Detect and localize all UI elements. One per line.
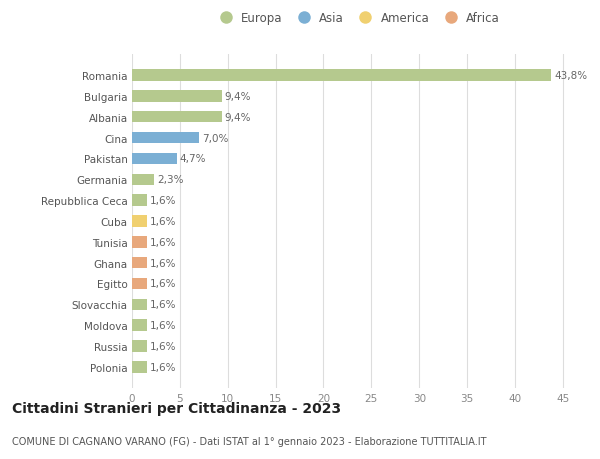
Bar [132,278,148,290]
Bar [132,216,148,227]
Bar [132,341,148,352]
Legend: Europa, Asia, America, Africa: Europa, Asia, America, Africa [209,8,505,30]
Text: 7,0%: 7,0% [202,133,228,143]
Text: 1,6%: 1,6% [150,217,176,226]
Bar [132,153,177,165]
Text: 4,7%: 4,7% [180,154,206,164]
Text: 1,6%: 1,6% [150,196,176,206]
Bar [132,195,148,207]
Text: 43,8%: 43,8% [554,71,587,81]
Bar [132,320,148,331]
Text: 9,4%: 9,4% [225,112,251,123]
Text: 1,6%: 1,6% [150,341,176,351]
Bar [132,112,222,123]
Text: 1,6%: 1,6% [150,300,176,310]
Text: 1,6%: 1,6% [150,237,176,247]
Text: 1,6%: 1,6% [150,362,176,372]
Text: 9,4%: 9,4% [225,92,251,102]
Bar [132,91,222,102]
Bar [132,236,148,248]
Text: Cittadini Stranieri per Cittadinanza - 2023: Cittadini Stranieri per Cittadinanza - 2… [12,402,341,415]
Text: 1,6%: 1,6% [150,258,176,268]
Bar [132,257,148,269]
Bar [132,361,148,373]
Bar [132,133,199,144]
Text: 1,6%: 1,6% [150,279,176,289]
Bar [132,299,148,310]
Text: 2,3%: 2,3% [157,175,184,185]
Bar [132,174,154,185]
Text: 1,6%: 1,6% [150,320,176,330]
Text: COMUNE DI CAGNANO VARANO (FG) - Dati ISTAT al 1° gennaio 2023 - Elaborazione TUT: COMUNE DI CAGNANO VARANO (FG) - Dati IST… [12,436,487,446]
Bar [132,70,551,82]
